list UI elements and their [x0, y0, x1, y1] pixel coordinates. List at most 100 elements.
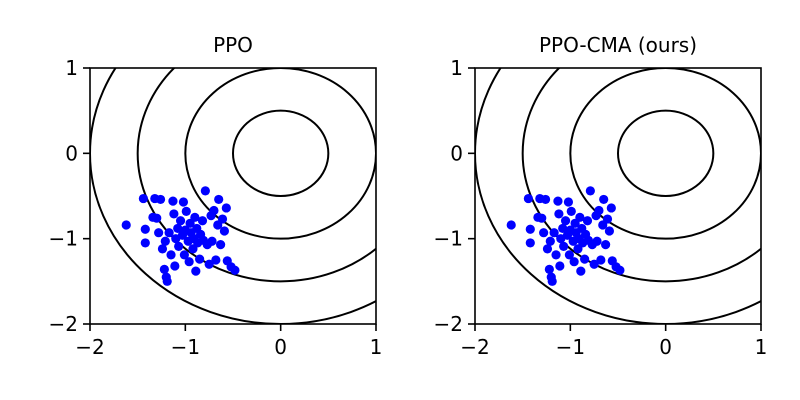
y-tick-label: −1 — [434, 227, 463, 251]
data-point — [175, 216, 186, 226]
data-point — [569, 257, 579, 267]
data-point — [204, 259, 214, 269]
data-point — [168, 196, 178, 206]
data-point — [178, 197, 189, 207]
data-point — [547, 276, 557, 286]
data-point — [525, 238, 535, 248]
data-point — [138, 193, 148, 204]
subplot-ppo-cma: PPO-CMA (ours) −2 −1 0 1 1 0 −1 −2 — [434, 33, 768, 359]
data-point — [601, 240, 611, 250]
data-point — [121, 220, 131, 230]
contour-ring-1 — [617, 109, 715, 197]
data-point — [169, 209, 179, 219]
data-point — [555, 261, 565, 271]
x-tick-label: 1 — [755, 335, 768, 359]
data-point — [217, 214, 228, 224]
data-point — [551, 250, 561, 260]
axes-frame — [89, 67, 377, 325]
data-point — [549, 228, 559, 238]
x-tick-label: 1 — [370, 335, 383, 359]
data-point — [582, 216, 593, 226]
x-tick-label: −1 — [171, 335, 200, 359]
data-point — [544, 264, 554, 274]
contour-ring-2 — [569, 68, 761, 240]
data-point — [216, 240, 226, 250]
data-point — [594, 205, 604, 216]
subplot-ppo: PPO −2 −1 0 1 1 0 −1 −2 — [49, 33, 383, 359]
y-tick-label: 0 — [65, 141, 78, 165]
y-tick-label: 1 — [65, 56, 78, 80]
data-point — [162, 276, 172, 286]
contour-ring-4 — [90, 68, 376, 324]
data-point — [560, 216, 571, 226]
data-point — [596, 255, 606, 265]
plot-area — [475, 68, 761, 324]
data-point — [214, 194, 224, 205]
data-point — [166, 250, 176, 260]
contour-ring-3 — [136, 68, 376, 283]
x-tick-label: −1 — [556, 335, 585, 359]
data-point — [211, 255, 221, 265]
contour-ring-3 — [521, 68, 761, 283]
data-point — [140, 224, 150, 234]
data-point — [566, 206, 576, 216]
data-point — [564, 250, 574, 260]
data-point — [174, 241, 184, 251]
data-point — [173, 223, 183, 234]
data-point — [599, 194, 609, 205]
data-point — [604, 226, 615, 236]
data-point — [540, 194, 551, 205]
data-point — [553, 196, 563, 206]
data-point — [580, 254, 590, 264]
x-tick-label: 0 — [659, 335, 672, 359]
data-point — [152, 213, 162, 223]
contour-ring-1 — [231, 109, 330, 197]
plot-area — [90, 68, 376, 324]
data-point — [157, 244, 168, 254]
data-point — [539, 228, 549, 238]
x-tick-label: 0 — [274, 335, 287, 359]
y-tick-label: 1 — [450, 56, 463, 80]
data-point — [615, 265, 625, 275]
data-point — [563, 197, 574, 207]
data-point — [197, 216, 208, 226]
data-point — [170, 261, 180, 271]
data-point — [545, 236, 555, 246]
data-point — [164, 228, 174, 238]
data-point — [592, 236, 602, 246]
data-point — [523, 193, 533, 204]
data-point — [230, 265, 240, 275]
data-point — [585, 186, 595, 196]
data-point — [179, 250, 189, 260]
data-point — [190, 212, 200, 222]
data-point — [160, 236, 170, 246]
data-point — [554, 209, 564, 219]
data-point — [219, 226, 230, 236]
data-point — [221, 203, 231, 213]
data-point — [209, 205, 219, 216]
data-point — [606, 203, 616, 213]
data-point — [181, 206, 191, 216]
data-point — [207, 236, 217, 246]
data-point — [589, 259, 599, 269]
data-point — [602, 214, 613, 224]
chart-title: PPO-CMA (ours) — [539, 33, 697, 57]
x-tick-label: −2 — [75, 335, 104, 359]
data-point — [542, 244, 553, 254]
data-point — [558, 223, 568, 234]
data-point — [575, 212, 585, 222]
data-point — [200, 186, 210, 196]
data-point — [537, 213, 547, 223]
data-point — [154, 228, 164, 238]
data-point — [195, 254, 205, 264]
data-point — [191, 266, 201, 276]
y-tick-label: −2 — [49, 312, 78, 336]
data-point — [155, 194, 166, 205]
y-tick-label: −2 — [434, 312, 463, 336]
chart-title: PPO — [213, 33, 253, 57]
y-tick-label: −1 — [49, 227, 78, 251]
data-point — [159, 264, 169, 274]
y-tick-label: 0 — [450, 141, 463, 165]
x-tick-label: −2 — [460, 335, 489, 359]
